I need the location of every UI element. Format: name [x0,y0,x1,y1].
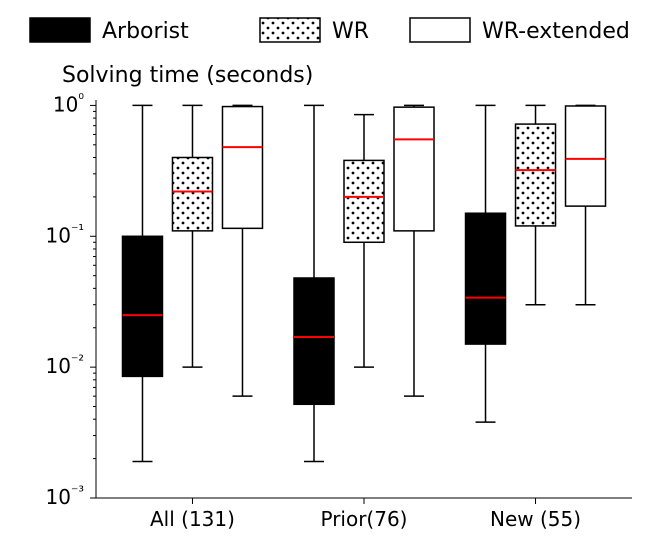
box-arborist [466,105,506,422]
legend-label: WR [332,19,369,44]
legend-swatch [410,18,470,42]
box-arborist [122,105,162,461]
y-tick-label: 10⁻³ [46,484,84,509]
legend-label: Arborist [102,19,189,44]
boxplot-chart: 10⁻³ 10⁻² 10⁻¹ 10⁰ Solving time (seconds) All… [0,0,662,548]
box-wr-extended [222,105,262,396]
box-wr [172,105,212,367]
y-tick-label: 10⁻¹ [46,222,84,247]
legend-label: WR-extended [482,19,630,44]
x-tick-label: Prior(76) [320,507,407,531]
x-tick-label: New (55) [490,507,581,531]
y-axis-title: Solving time (seconds) [62,63,313,88]
box-wr [344,115,384,367]
legend-item-wr-extended: WR-extended [410,18,630,44]
legend-swatch [30,18,90,42]
legend-item-arborist: Arborist [30,18,189,44]
y-tick-label: 10⁻² [46,353,84,378]
legend-swatch [260,18,320,42]
box-wr-extended [566,105,606,304]
legend-item-wr: WR [260,18,369,44]
box-wr [516,105,556,304]
x-tick-label: All (131) [150,507,235,531]
box-arborist [294,105,334,461]
y-tick-label: 10⁰ [53,91,84,116]
box-wr-extended [394,105,434,396]
